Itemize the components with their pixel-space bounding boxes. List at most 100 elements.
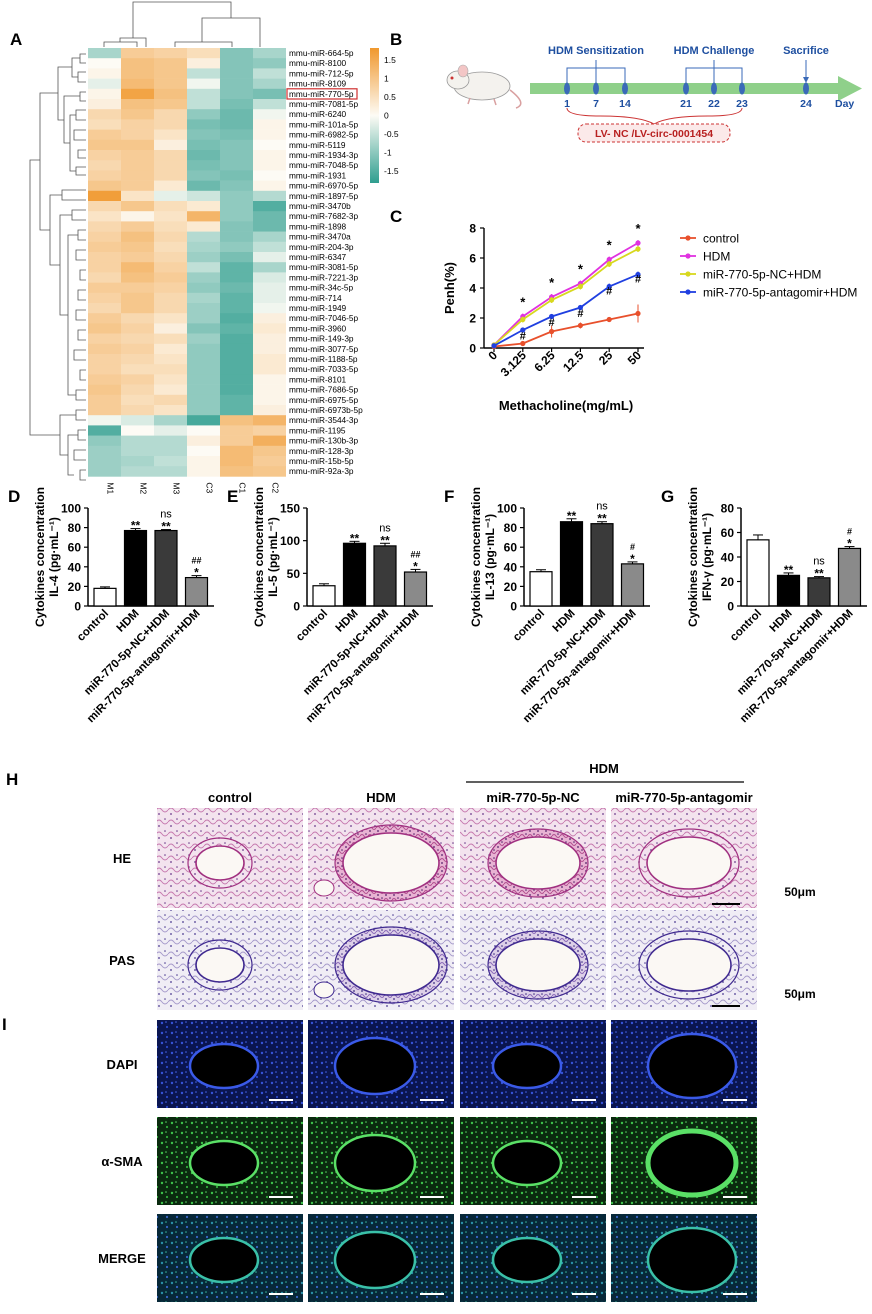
- heatmap-row-label: mmu-miR-92a-3p: [289, 466, 354, 476]
- timeline-marker: [564, 82, 570, 95]
- colorbar: 1.5 1 0.5 0 -0.5 -1 -1.5: [370, 48, 399, 183]
- y-tick-label: 4: [469, 282, 476, 296]
- panel-label-c: C: [390, 207, 402, 226]
- heatmap-cell: [253, 303, 286, 314]
- heatmap-cell: [88, 78, 121, 90]
- heatmap-cell: [187, 313, 220, 324]
- x-tick-label: 3.125: [498, 348, 529, 379]
- scale-bar-label: 50μm: [784, 885, 815, 899]
- heatmap-column-label: M2: [139, 482, 149, 494]
- y-axis-unit: IL-4 (pg·mL⁻¹): [47, 517, 61, 597]
- significance-mark: *: [607, 238, 613, 253]
- highlighted-row-box: [286, 88, 358, 100]
- heatmap-cell: [253, 119, 286, 130]
- hdm-group-label: HDM: [589, 761, 619, 776]
- y-tick-label: 60: [68, 541, 82, 555]
- airway-lumen: [645, 1128, 739, 1198]
- y-tick-label: 20: [721, 575, 735, 589]
- heatmap-cell: [253, 364, 286, 375]
- data-point: [549, 313, 555, 320]
- heatmap-cell: [253, 415, 286, 426]
- data-point: [606, 283, 612, 290]
- row-label: MERGE: [98, 1251, 146, 1266]
- heatmap-cell: [220, 262, 253, 273]
- heatmap-cell: [121, 139, 154, 151]
- x-tick-label: 25: [596, 348, 616, 368]
- heatmap-cell: [88, 68, 121, 79]
- heatmap-row-label: mmu-miR-3544-3p: [289, 415, 359, 425]
- heatmap-cell: [220, 445, 253, 457]
- bar: [123, 529, 148, 607]
- heatmap-cell: [220, 88, 253, 100]
- y-tick-label: 100: [280, 534, 300, 548]
- heatmap-cell: [220, 303, 253, 314]
- timeline-marker: [622, 82, 628, 95]
- heatmap-cell: [220, 99, 253, 110]
- heatmap-cell: [121, 425, 154, 436]
- heatmap-row-label: mmu-miR-1934-3p: [289, 150, 359, 160]
- data-point: [606, 256, 612, 263]
- bar: [373, 545, 397, 607]
- significance-mark: ##: [410, 549, 420, 559]
- heatmap-cell: [187, 88, 220, 100]
- heatmap-cell: [253, 374, 286, 385]
- heatmap-cell: [121, 394, 154, 406]
- heatmap-cell: [121, 435, 154, 447]
- heatmap-cell: [121, 282, 154, 294]
- heatmap-row-label: mmu-miR-7048-5p: [289, 160, 359, 170]
- heatmap-row-label: mmu-miR-101a-5p: [289, 119, 359, 129]
- heatmap-row-label: mmu-miR-1949: [289, 303, 347, 313]
- heatmap-cell: [220, 292, 253, 304]
- timeline-marker: [803, 82, 809, 95]
- colorbar-tick-label: 1.5: [384, 55, 396, 65]
- heatmap-cell: [88, 58, 121, 69]
- significance-mark: ns: [379, 522, 391, 534]
- bar-chart: F 0 20 40 60 80 100 Cytokines concentration IL-1…: [444, 487, 650, 725]
- heatmap-cell: [154, 466, 187, 477]
- fluorescence-image: [611, 1020, 757, 1108]
- heatmap-cell: [187, 343, 220, 355]
- timeline-arrow: [530, 76, 862, 101]
- heatmap-row-label: mmu-miR-1898: [289, 221, 347, 231]
- data-point: [520, 316, 526, 323]
- vessel: [313, 981, 335, 999]
- heatmap-cell: [121, 313, 154, 324]
- fluorescence-image: [460, 1214, 606, 1302]
- heatmap-cell: [253, 425, 286, 436]
- y-tick-label: 100: [61, 502, 81, 516]
- data-point: [577, 322, 584, 329]
- data-point: [520, 327, 526, 333]
- heatmap-cell: [187, 415, 220, 426]
- heatmap-cell: [88, 435, 121, 447]
- treatment-box: [577, 123, 731, 143]
- heatmap-row-label: mmu-miR-15b-5p: [289, 456, 354, 466]
- heatmap-cell: [154, 78, 187, 90]
- heatmap-cell: [121, 466, 154, 477]
- heatmap-cell: [154, 323, 187, 334]
- heatmap-cell: [220, 68, 253, 79]
- x-tick-label: HDM: [115, 608, 142, 635]
- heatmap-cell: [88, 99, 121, 110]
- bar: [559, 521, 584, 607]
- heatmap-cell: [253, 394, 286, 406]
- timeline-day: 23: [736, 98, 748, 110]
- heatmap-cell: [220, 313, 253, 324]
- heatmap-cell: [154, 211, 187, 222]
- heatmap-cell: [88, 313, 121, 324]
- panel-label-h: H: [6, 770, 18, 789]
- heatmap-cell: [253, 139, 286, 151]
- heatmap-cell: [253, 343, 286, 355]
- fluorescence-image: [157, 1117, 303, 1205]
- heatmap-cell: [121, 170, 154, 181]
- significance-mark: #: [549, 317, 555, 329]
- heatmap-cell: [220, 405, 253, 416]
- treatment-label: LV- NC /LV-circ-0001454: [595, 128, 713, 140]
- heatmap-cell: [154, 394, 187, 406]
- fluorescence-image: [611, 1117, 757, 1205]
- immunofluorescence-grid: DAPI 200μm α-SMA 200μm MERGE 200μm: [98, 1020, 819, 1302]
- heatmap-panel: mmu-miR-664-5pmmu-miR-8100mmu-miR-712-5p…: [10, 1, 399, 494]
- bar: [403, 571, 428, 607]
- heatmap-cell: [220, 354, 253, 365]
- heatmap-cell: [154, 425, 187, 436]
- data-point: [635, 246, 641, 252]
